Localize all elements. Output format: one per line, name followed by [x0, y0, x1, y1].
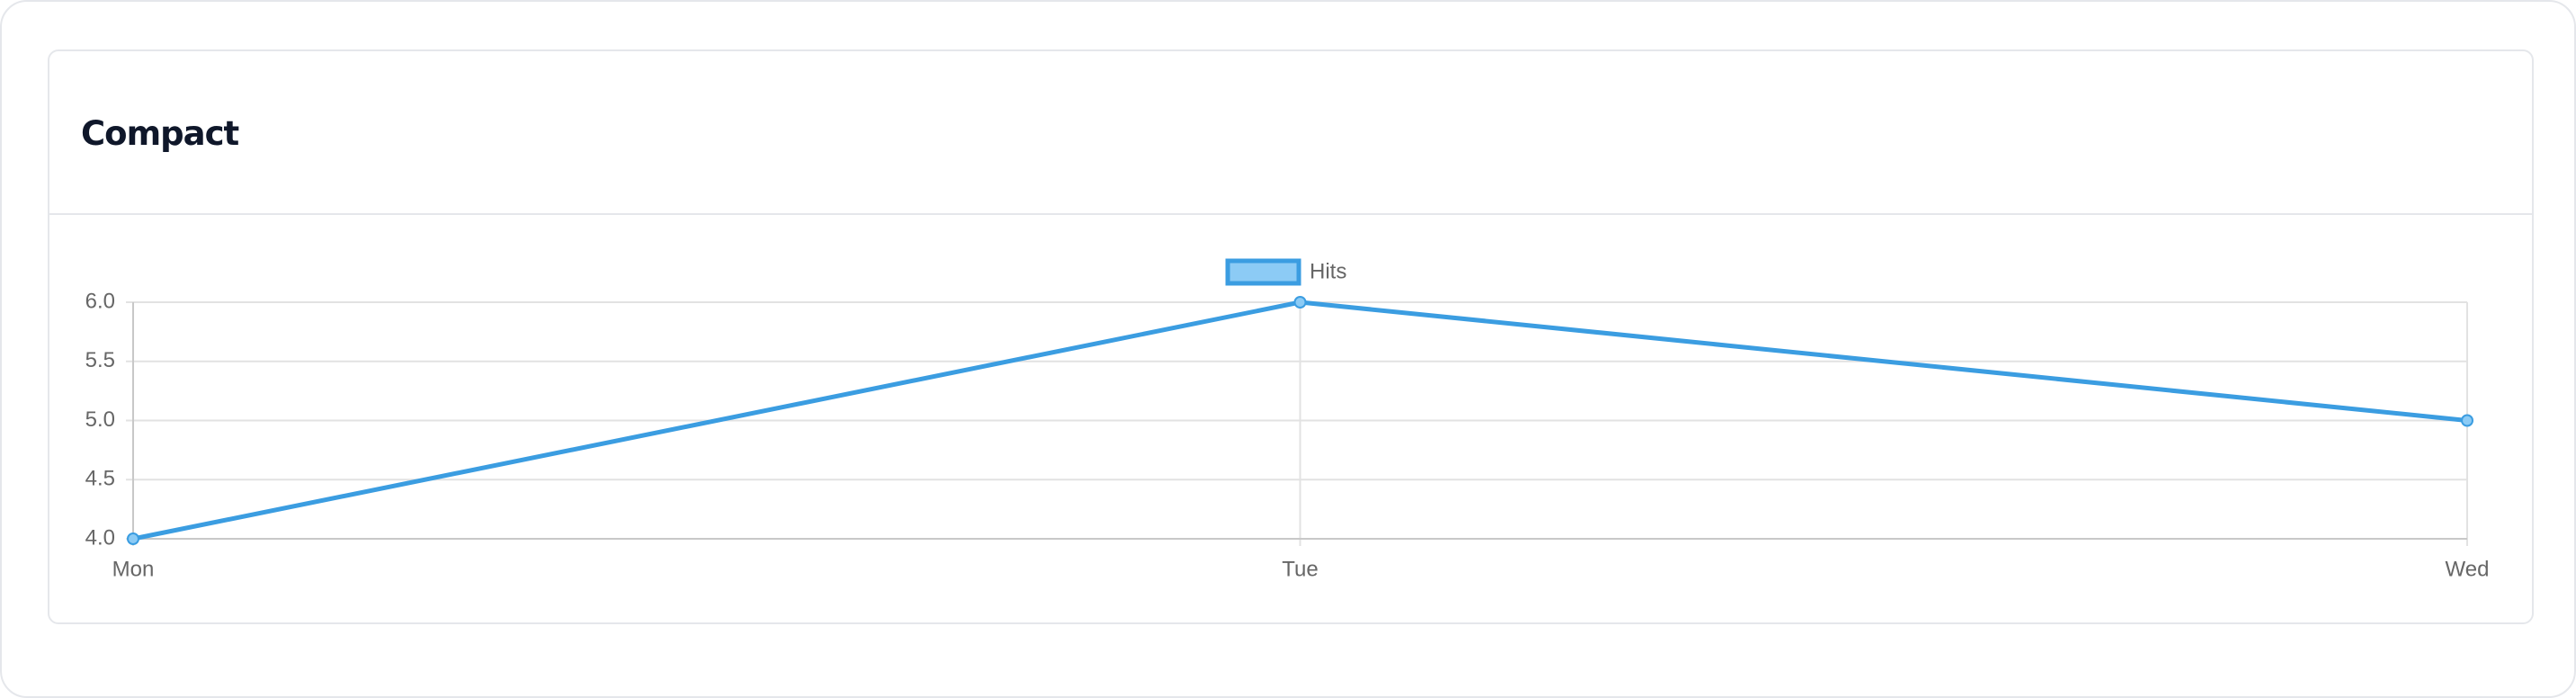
x-tick-label: Mon [112, 557, 155, 581]
legend-swatch [1225, 258, 1301, 286]
chart-title: Compact [81, 114, 239, 153]
y-tick-label: 4.0 [85, 525, 115, 550]
x-tick-label: Tue [1282, 557, 1318, 581]
card-header: Compact [49, 51, 2532, 215]
point [2461, 414, 2473, 427]
y-tick-label: 6.0 [85, 289, 115, 313]
y-tick-label: 5.0 [85, 407, 115, 432]
y-tick-label: 5.5 [85, 348, 115, 372]
y-tick-label: 4.5 [85, 467, 115, 491]
point [1293, 296, 1307, 309]
chart-card: Compact [48, 49, 2534, 624]
x-tick-label: Wed [2446, 557, 2490, 581]
legend-label: Hits [1310, 259, 1346, 283]
point [127, 532, 139, 545]
